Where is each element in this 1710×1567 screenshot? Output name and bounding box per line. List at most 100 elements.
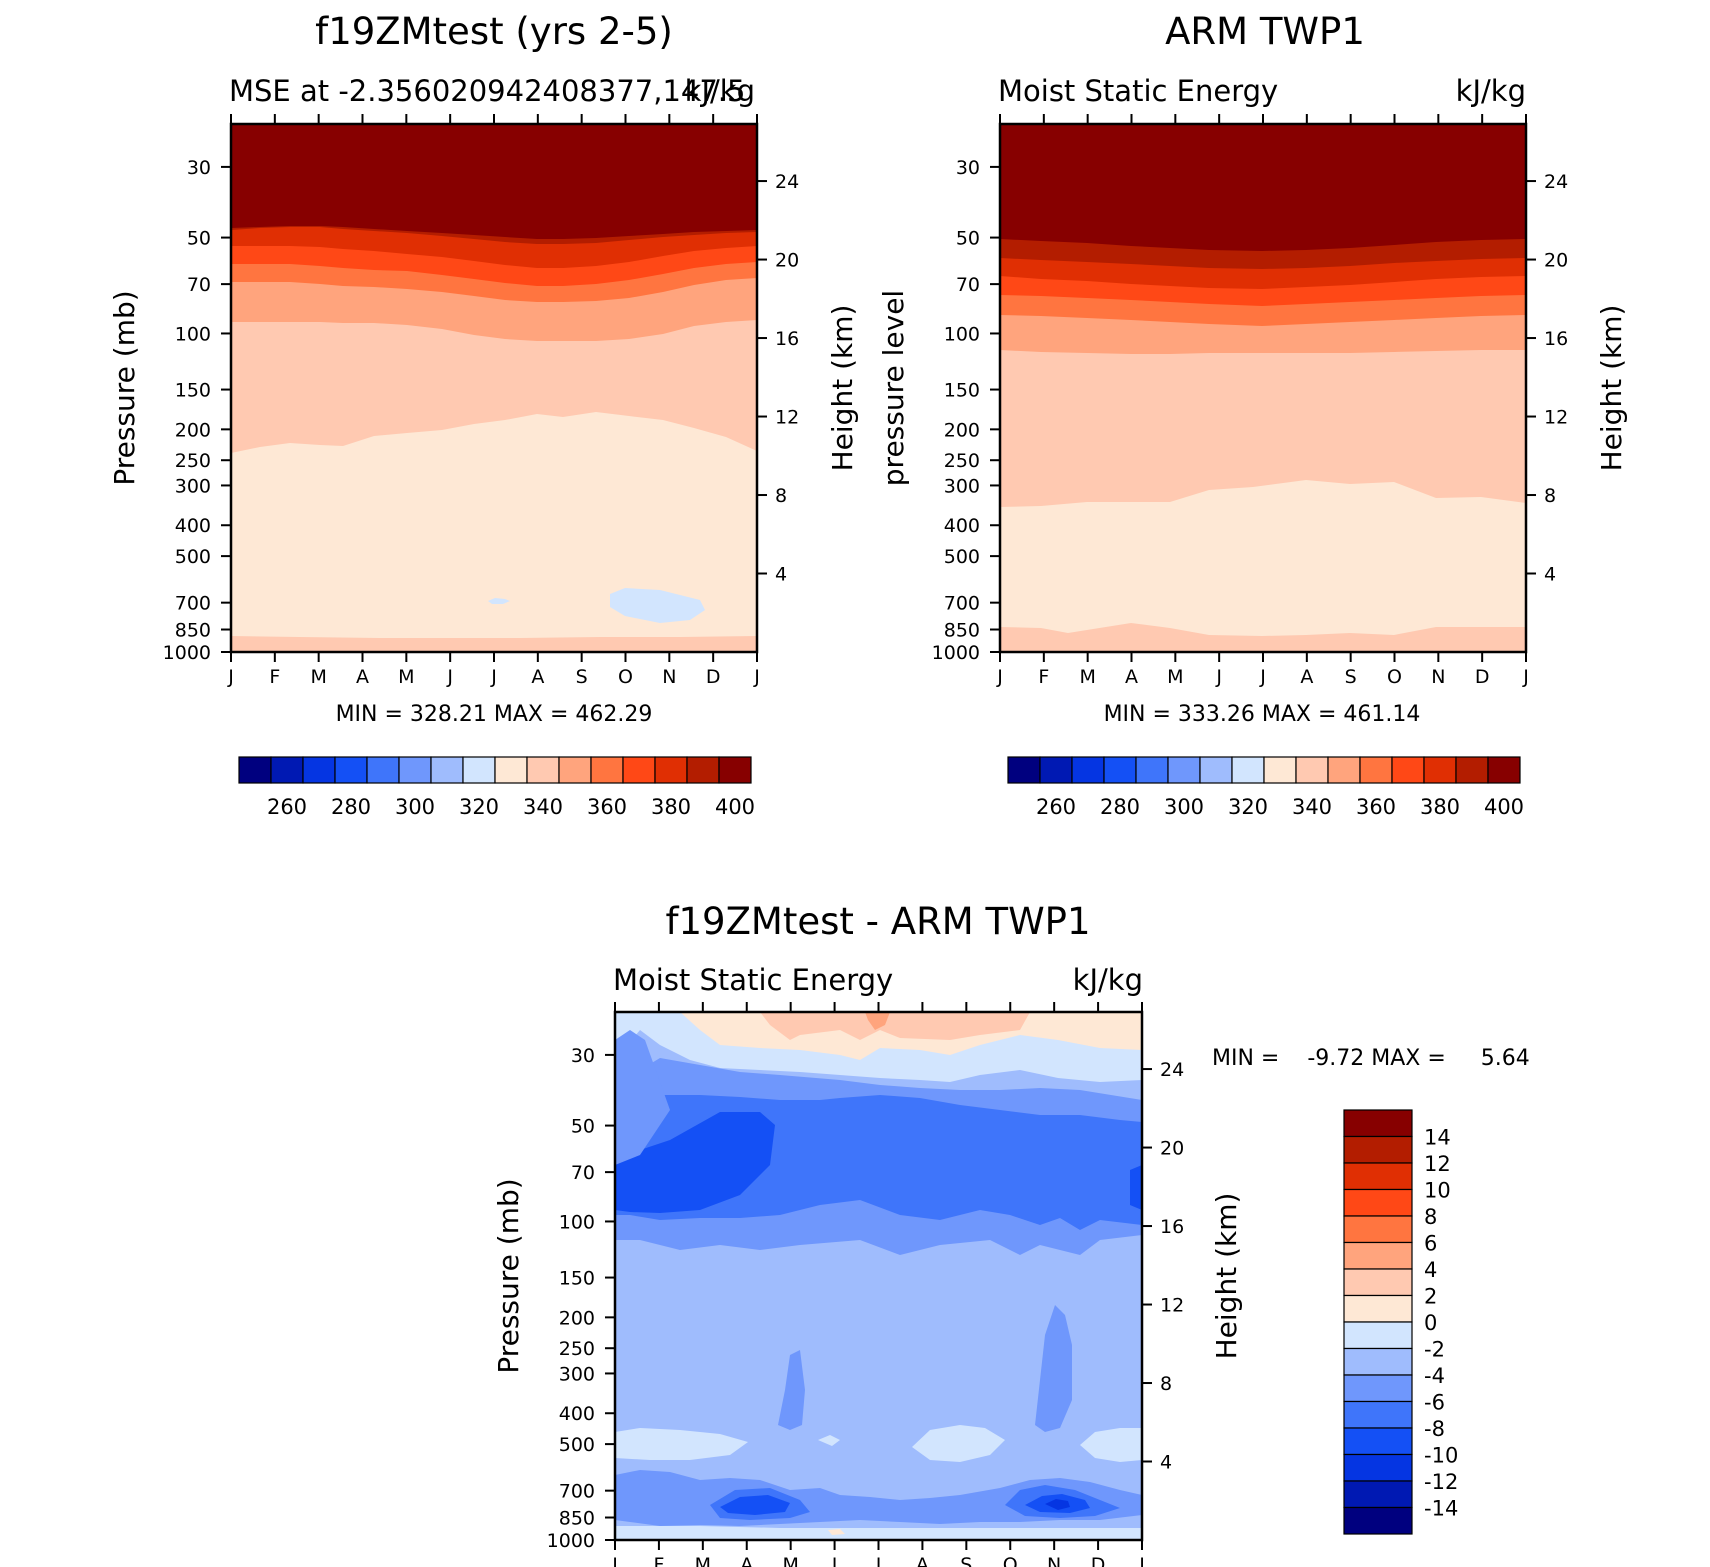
- colorbar-label: 2: [1424, 1285, 1437, 1309]
- colorbar-swatch: [558, 756, 592, 784]
- colorbar-swatch: [1343, 1241, 1413, 1270]
- y-tick-right-label: 12: [775, 407, 799, 429]
- colorbar-label: 340: [1292, 795, 1332, 819]
- colorbar-swatch: [1343, 1480, 1413, 1509]
- y-tick-right-label: 20: [1160, 1138, 1184, 1160]
- colorbar-swatch: [494, 756, 528, 784]
- band-8: [615, 1112, 775, 1213]
- x-tick-label: J: [1259, 666, 1266, 688]
- colorbar-swatch: [1039, 756, 1073, 784]
- colorbar-swatch: [526, 756, 560, 784]
- x-tick-label: M: [695, 1554, 711, 1567]
- colorbar-swatch: [1343, 1400, 1413, 1429]
- x-tick-label: A: [531, 666, 544, 688]
- panel-model-subtitle-right: kJ/kg: [685, 74, 755, 108]
- x-tick-label: J: [490, 666, 497, 688]
- colorbar-label: 380: [1420, 795, 1460, 819]
- panel-obs-subtitle-left: Moist Static Energy: [998, 74, 1278, 108]
- y-tick-right-label: 24: [775, 171, 799, 193]
- colorbar-swatch: [302, 756, 336, 784]
- x-tick-label: D: [1091, 1554, 1106, 1567]
- y-tick-right-label: 8: [1544, 485, 1556, 507]
- y-tick-label: 850: [559, 1508, 595, 1530]
- colorbar-swatch: [1343, 1347, 1413, 1376]
- colorbar-swatch: [334, 756, 368, 784]
- colorbar-label: -12: [1424, 1470, 1458, 1494]
- panel-model-ylabel: Pressure (mb): [108, 290, 141, 485]
- x-tick-label: A: [740, 1554, 753, 1567]
- x-tick-label: M: [310, 666, 326, 688]
- colorbar-label: -14: [1424, 1497, 1458, 1521]
- colorbar-swatch: [1007, 756, 1041, 784]
- panel-obs-title: ARM TWP1: [1165, 10, 1365, 53]
- colorbar-swatch: [1103, 756, 1137, 784]
- x-tick-label: O: [618, 666, 633, 688]
- y-tick-label: 70: [187, 274, 211, 296]
- colorbar-label: 6: [1424, 1232, 1437, 1256]
- colorbar-label: 360: [587, 795, 627, 819]
- colorbar-label: 380: [651, 795, 691, 819]
- panel-model-colorbar: 260 280 300 320 340 360 380 400: [238, 756, 755, 819]
- x-tick-label: D: [706, 666, 721, 688]
- colorbar-swatch: [1343, 1453, 1413, 1482]
- panel-model-title: f19ZMtest (yrs 2-5): [315, 10, 673, 53]
- panel-model: f19ZMtest (yrs 2-5) MSE at -2.3560209424…: [108, 10, 859, 819]
- x-tick-label: M: [398, 666, 414, 688]
- band-4: [760, 1012, 1030, 1040]
- band-15: [1080, 1428, 1142, 1462]
- panel-diff-subtitle-left: Moist Static Energy: [613, 963, 893, 997]
- colorbar-swatch: [398, 756, 432, 784]
- y-tick-label: 400: [175, 515, 211, 537]
- colorbar-swatch: [1343, 1109, 1413, 1138]
- colorbar-swatch: [1487, 756, 1521, 784]
- colorbar-label: 320: [1228, 795, 1268, 819]
- colorbar-swatch: [1231, 756, 1265, 784]
- panel-obs-ylabel: pressure level: [877, 290, 910, 486]
- panel-diff-field: [615, 1012, 1142, 1540]
- y-tick-label: 150: [175, 380, 211, 402]
- colorbar-label: -10: [1424, 1444, 1458, 1468]
- x-tick-label: F: [269, 666, 280, 688]
- panel-obs-field: [1000, 124, 1526, 652]
- colorbar-label: -8: [1424, 1417, 1445, 1441]
- y-tick-label: 700: [559, 1481, 595, 1503]
- colorbar-swatch: [1343, 1135, 1413, 1164]
- band-12: [1035, 1305, 1072, 1432]
- x-tick-label: A: [356, 666, 369, 688]
- colorbar-swatch: [1343, 1321, 1413, 1350]
- colorbar-swatch: [686, 756, 720, 784]
- panel-obs-ylabel-right: Height (km): [1595, 305, 1628, 472]
- y-tick-right-label: 16: [1160, 1216, 1184, 1238]
- x-tick-label: A: [1125, 666, 1138, 688]
- colorbar-swatch: [1295, 756, 1329, 784]
- colorbar-swatch: [1327, 756, 1361, 784]
- y-tick-label: 100: [175, 323, 211, 345]
- y-tick-right-label: 24: [1544, 171, 1568, 193]
- band-9: [231, 636, 757, 652]
- colorbar-swatch: [1199, 756, 1233, 784]
- x-tick-label: D: [1475, 666, 1490, 688]
- band-11: [488, 598, 510, 604]
- colorbar-label: 300: [395, 795, 435, 819]
- x-tick-label: J: [1522, 666, 1529, 688]
- y-tick-right-label: 8: [775, 485, 787, 507]
- x-tick-label: J: [446, 666, 453, 688]
- colorbar-swatch: [1263, 756, 1297, 784]
- y-tick-label: 300: [559, 1363, 595, 1385]
- colorbar-label: 400: [715, 795, 755, 819]
- band-24: [828, 1529, 845, 1535]
- colorbar-swatch: [1343, 1374, 1413, 1403]
- panel-diff-ylabel-right: Height (km): [1210, 1193, 1243, 1360]
- colorbar-label: 340: [523, 795, 563, 819]
- colorbar-label: 360: [1356, 795, 1396, 819]
- y-tick-label: 150: [944, 380, 980, 402]
- colorbar-label: 300: [1164, 795, 1204, 819]
- colorbar-swatch: [718, 756, 752, 784]
- colorbar-label: 8: [1424, 1205, 1437, 1229]
- colorbar-swatch: [462, 756, 496, 784]
- y-tick-label: 30: [571, 1045, 595, 1067]
- y-tick-label: 250: [559, 1338, 595, 1360]
